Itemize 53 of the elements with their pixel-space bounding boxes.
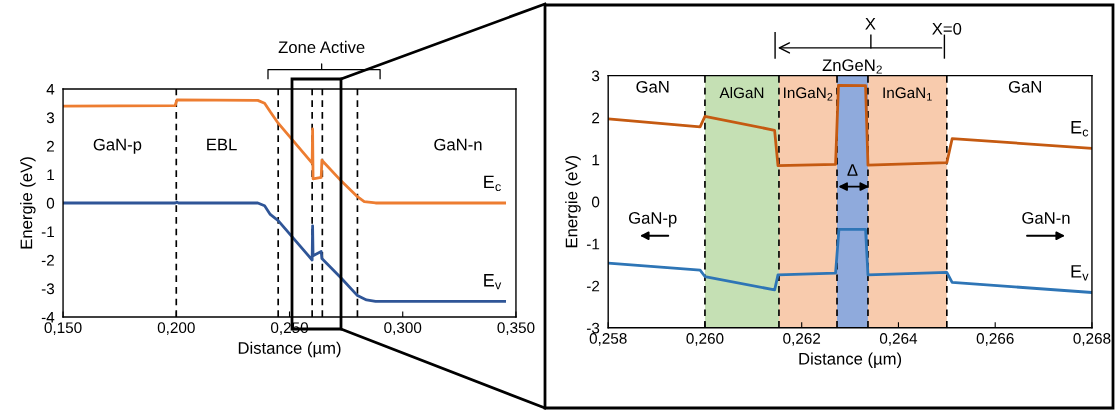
x-axis-title: Distance (µm) [799,352,902,368]
y-tick-label: -1 [41,226,54,238]
y-tick-label: 3 [591,70,600,82]
y-tick-label: -3 [586,322,600,334]
annotation: GaN-n [434,138,482,151]
line-series [608,228,1092,294]
annotation: GaN [1008,80,1041,93]
y-axis-title: Energie (eV) [20,157,36,249]
y-tick-label: 4 [46,84,55,95]
y-tick-label: 1 [47,169,54,181]
y-tick-label: -2 [586,280,600,292]
x-tick-label: 0,260 [686,333,724,346]
y-tick-label: 0 [591,196,600,208]
annotation: GaN-p [93,138,142,154]
y-tick-label: 3 [46,112,55,124]
y-tick-label: -1 [586,238,600,250]
y-tick-label: -3 [41,283,55,295]
x-tick-label: 0,268 [1073,333,1111,346]
x-tick-label: 0,350 [497,322,535,335]
y-tick-label: 2 [46,140,54,152]
y-tick-label: -4 [41,312,55,323]
text: X=0 [932,22,962,35]
annotation: EBL [207,138,237,151]
x-tick-label: 0,300 [384,322,422,335]
annotation: GaN-n [1022,212,1070,224]
series-label: E$_{c}$ [484,175,501,192]
band-label: InGaN$_{2}$ [784,87,833,101]
y-axis-title: Energie (eV) [565,155,581,248]
y-tick-label: -2 [41,254,54,266]
x-tick-label: 0,250 [270,322,309,335]
series-label: E$_{v}$ [1071,265,1089,281]
text: Zone Active [278,40,365,54]
y-tick-label: 0 [46,197,55,209]
line-series [63,98,507,205]
band-label: InGaN$_{1}$ [883,87,932,101]
series-label: E$_{c}$ [1071,121,1089,137]
annotation: GaN [636,80,669,93]
band-label: ZnGeN$_{2}$ [822,59,882,74]
annotation: Δ [847,164,858,176]
x-tick-label: 0,150 [44,322,82,335]
x-tick-label: 0,266 [976,333,1014,346]
x-tick-label: 0,262 [783,333,821,346]
x-tick-label: 0,200 [157,322,195,335]
x-axis-title: Distance (µm) [238,341,341,358]
band-label: AlGaN [719,86,764,99]
x-tick-label: 0,264 [879,333,918,346]
x-tick-label: 0,258 [589,333,627,346]
y-tick-label: 1 [592,154,600,166]
text: X [865,18,876,30]
annotation: GaN-p [628,212,677,228]
series-label: E$_{v}$ [484,274,502,290]
y-tick-label: 2 [592,112,600,124]
line-series [63,200,507,303]
